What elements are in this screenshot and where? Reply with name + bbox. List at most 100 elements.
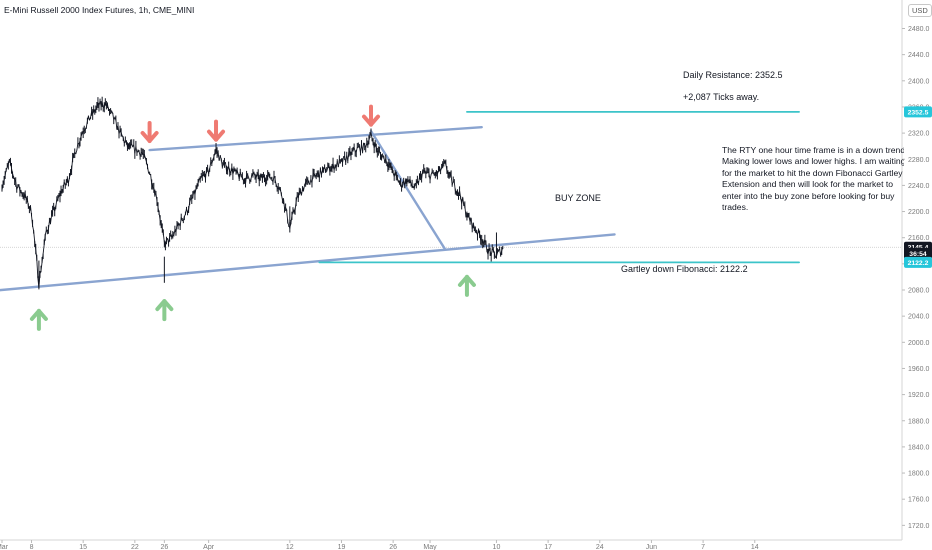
price-segment: [268, 172, 271, 178]
y-tick-label: 1760.0: [908, 497, 930, 504]
arrow-head: [29, 308, 48, 321]
price-segment: [394, 172, 397, 175]
price-segment: [122, 137, 125, 143]
price-segment: [250, 174, 253, 181]
price-segment: [417, 177, 420, 184]
price-segment: [445, 163, 448, 171]
price-segment: [213, 152, 216, 157]
price-segment: [449, 172, 452, 176]
price-segment: [82, 130, 85, 133]
price-segment: [393, 172, 396, 177]
up-arrow-icon: [457, 274, 476, 297]
price-segment: [76, 142, 79, 151]
analysis-line: Making lower lows and lower highs. I am …: [722, 156, 904, 167]
price-segment: [313, 173, 316, 176]
price-segment: [195, 187, 198, 189]
price-segment: [279, 188, 282, 195]
price-segment: [42, 244, 45, 254]
price-segment: [59, 190, 62, 197]
price-segment: [71, 158, 74, 171]
price-segment: [196, 182, 199, 188]
x-tick-label: 8: [30, 544, 34, 550]
price-segment: [464, 205, 467, 217]
price-segment: [273, 175, 276, 180]
y-tick-label: 1880.0: [908, 418, 930, 425]
price-segment: [409, 178, 412, 184]
price-segment: [156, 201, 159, 208]
price-segment: [35, 249, 38, 260]
price-segment: [321, 169, 323, 176]
price-segment: [347, 151, 350, 161]
price-segment: [20, 190, 23, 195]
price-segment: [304, 181, 307, 186]
price-segment: [492, 248, 494, 251]
price-segment: [5, 166, 8, 170]
price-segment: [44, 230, 47, 236]
price-segment: [72, 153, 75, 159]
price-tag-badge: [904, 256, 932, 268]
analysis-line: Extension and then will look for the mar…: [722, 179, 894, 190]
price-segment: [180, 217, 183, 221]
x-tick-label: 7: [701, 544, 705, 550]
price-segment: [239, 171, 242, 178]
price-segment: [370, 132, 373, 139]
x-tick-label: 24: [596, 544, 604, 550]
price-segment: [16, 186, 19, 190]
y-tick-label: 2080.0: [908, 288, 930, 295]
price-segment: [219, 155, 222, 160]
trend-line[interactable]: [148, 126, 483, 152]
price-segment: [173, 230, 176, 236]
price-segment: [208, 168, 211, 174]
price-segment: [294, 201, 297, 211]
price-segment: [3, 175, 6, 181]
price-segment: [119, 128, 122, 133]
price-segment: [231, 167, 234, 175]
price-segment: [351, 150, 354, 152]
price-segment: [46, 229, 49, 232]
price-segment: [436, 170, 439, 175]
price-segment: [248, 177, 251, 181]
analysis-line: trades.: [722, 202, 749, 213]
currency-label[interactable]: USD: [908, 4, 932, 17]
price-segment: [129, 144, 132, 148]
analysis-line: for the market to hit the down Fibonacci…: [722, 167, 903, 178]
price-segment: [451, 181, 454, 185]
price-segment: [137, 150, 140, 152]
down-arrow-icon: [140, 120, 159, 143]
price-segment: [6, 163, 9, 168]
price-segment: [158, 213, 161, 221]
price-segment: [189, 198, 192, 203]
price-segment: [406, 179, 409, 185]
price-segment: [57, 195, 60, 200]
price-segment: [171, 235, 174, 238]
price-segment: [143, 153, 146, 159]
price-segment: [485, 242, 488, 252]
price-segment: [490, 248, 493, 256]
price-segment: [202, 174, 204, 177]
trend-line[interactable]: [0, 233, 616, 292]
price-segment: [182, 216, 185, 221]
price-segment: [326, 167, 329, 172]
price-segment: [232, 170, 235, 175]
price-segment: [440, 167, 443, 171]
price-segment: [307, 179, 310, 183]
price-segment: [374, 143, 377, 148]
price-segment: [350, 151, 353, 156]
price-series: [1, 96, 504, 290]
price-segment: [450, 175, 453, 185]
price-segment: [362, 143, 365, 153]
price-segment: [18, 184, 21, 192]
price-segment: [411, 185, 414, 188]
trend-line[interactable]: [369, 129, 446, 251]
price-segment: [381, 156, 384, 159]
price-segment: [305, 180, 308, 183]
y-tick-label: 1720.0: [908, 523, 930, 530]
daily-resistance-label: Daily Resistance: 2352.5: [683, 70, 783, 80]
price-segment: [13, 176, 16, 180]
price-segment: [161, 228, 164, 234]
price-segment: [300, 188, 303, 196]
price-segment: [441, 163, 444, 169]
price-segment: [322, 167, 324, 171]
price-segment: [266, 175, 269, 181]
